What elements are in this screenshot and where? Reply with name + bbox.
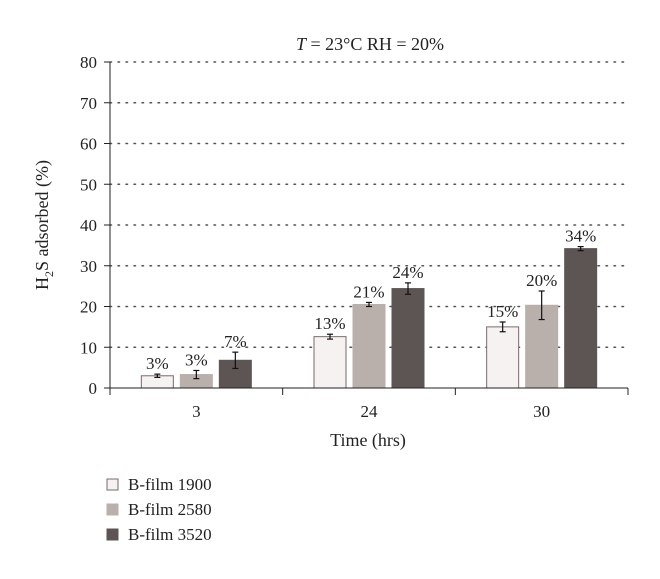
data-label-3-series-1: 3% (185, 350, 208, 369)
bar-30-series-0 (486, 326, 520, 389)
y-axis: 0 10 20 30 40 50 60 70 80 (80, 53, 111, 398)
data-label-24-series-0: 13% (314, 314, 345, 333)
bar-24-series-2 (391, 288, 425, 389)
y-tick-label-20: 20 (80, 298, 97, 317)
data-label-3-series-0: 3% (146, 354, 169, 373)
y-axis-label: H2S adsorbed (%) (32, 160, 56, 290)
y-tick-label-60: 60 (80, 135, 97, 154)
y-tick-label-50: 50 (80, 175, 97, 194)
x-axis: 3 24 30 (109, 387, 629, 421)
legend-label-0: B-film 1900 (128, 475, 212, 494)
y-tick-label-10: 10 (80, 338, 97, 357)
y-axis-label-rest: S adsorbed (%) (32, 160, 53, 271)
bar-24-series-0 (313, 336, 347, 389)
bar-30-series-2 (564, 248, 598, 389)
legend: B-film 1900 B-film 2580 B-film 3520 (106, 475, 212, 544)
data-label-30-series-2: 34% (565, 227, 596, 246)
y-tick-label-40: 40 (80, 216, 97, 235)
chart-title: T = 23°C RH = 20% (296, 34, 444, 54)
y-tick-label-30: 30 (80, 257, 97, 276)
y-axis-label-sub: 2 (42, 271, 56, 277)
x-axis-label: Time (hrs) (330, 430, 406, 451)
bar-24-series-1 (352, 303, 386, 389)
y-axis-label-h: H (32, 277, 52, 290)
data-label-30-series-0: 15% (487, 302, 518, 321)
data-label-3-series-2: 7% (224, 332, 247, 351)
y-tick-label-70: 70 (80, 94, 97, 113)
legend-swatch-0 (106, 478, 119, 491)
bars: 3% 3% 7% 13% 21% 24% 15% 20% 34% (140, 227, 598, 389)
chart-title-variable: T (296, 34, 308, 54)
legend-swatch-2 (106, 528, 119, 541)
legend-label-2: B-film 3520 (128, 525, 212, 544)
data-label-24-series-2: 24% (392, 263, 423, 282)
legend-swatch-1 (106, 503, 119, 516)
chart-title-rest: = 23°C RH = 20% (306, 34, 444, 54)
data-label-30-series-1: 20% (526, 271, 557, 290)
x-tick-label-3: 3 (192, 402, 201, 421)
data-label-24-series-1: 21% (353, 282, 384, 301)
y-tick-label-80: 80 (80, 53, 97, 72)
x-tick-label-24: 24 (361, 402, 379, 421)
legend-label-1: B-film 2580 (128, 500, 212, 519)
y-tick-label-0: 0 (89, 379, 98, 398)
x-tick-label-30: 30 (533, 402, 550, 421)
